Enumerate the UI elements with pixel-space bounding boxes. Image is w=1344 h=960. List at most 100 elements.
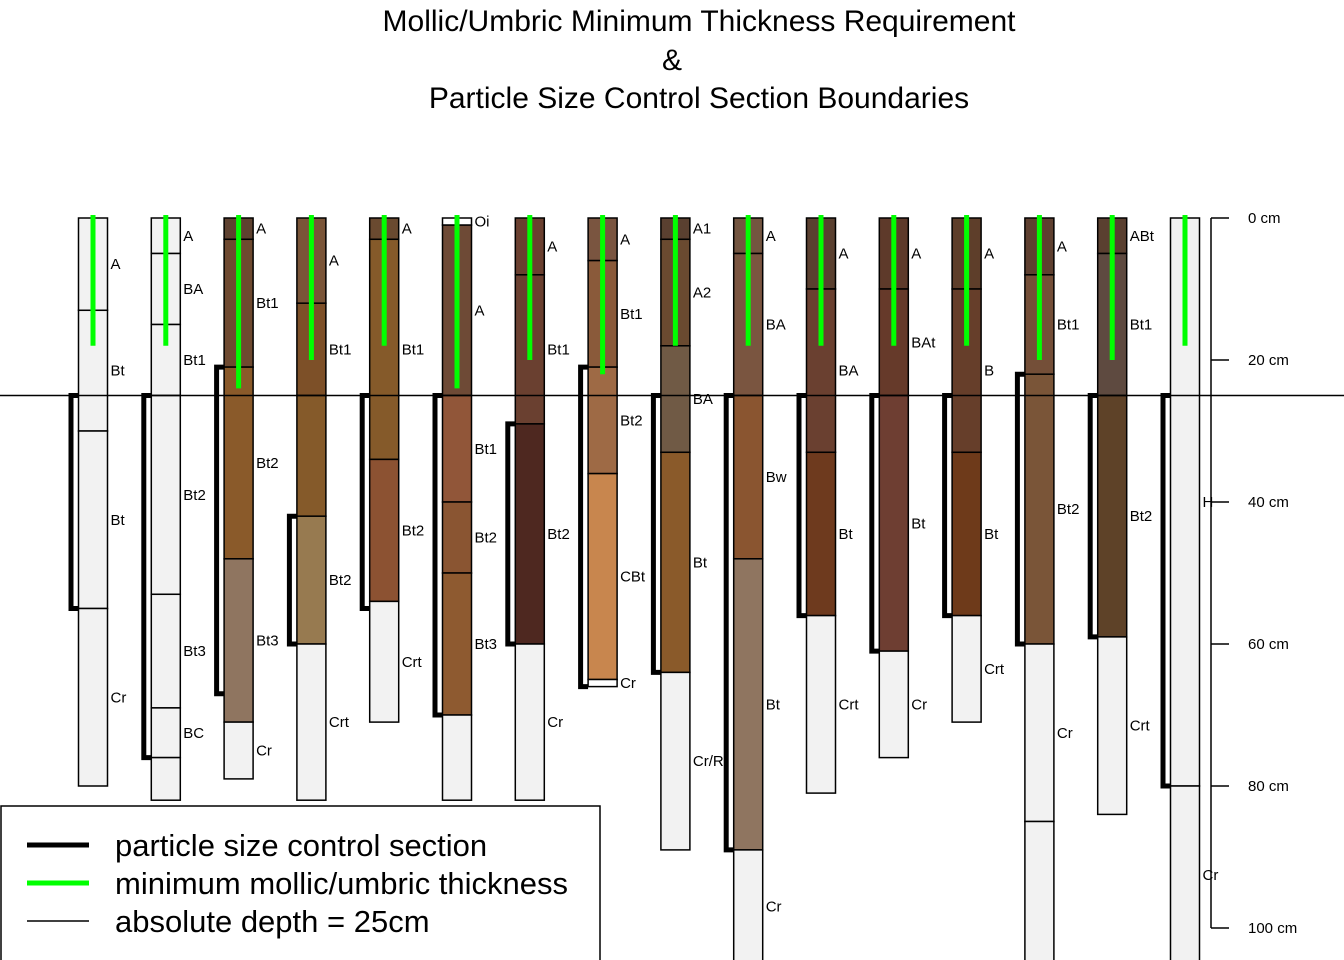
psc-bracket bbox=[1014, 371, 1025, 647]
horizon-label: Bt3 bbox=[183, 643, 206, 660]
horizon-label: Crt bbox=[839, 696, 860, 713]
horizon-label: Cr bbox=[256, 743, 272, 760]
horizon-block bbox=[587, 472, 618, 681]
horizon-label: Cr bbox=[111, 689, 127, 706]
horizon-block bbox=[150, 707, 182, 759]
psc-bracket bbox=[942, 393, 953, 619]
horizon-label: BAt bbox=[911, 334, 936, 351]
soil-profile: A BAt Bt Cr bbox=[869, 215, 936, 759]
soil-profile: A BA Bw Bt Cr bbox=[723, 215, 787, 960]
horizon-label: A1 bbox=[693, 221, 711, 238]
psc-bracket bbox=[359, 393, 370, 611]
soil-profile: A Bt1 Bt2 Crt bbox=[286, 215, 352, 801]
soil-profile: ABt Bt1 Bt2 Crt bbox=[1087, 215, 1155, 816]
horizon-label: BC bbox=[183, 725, 204, 742]
horizon-label: A bbox=[911, 246, 921, 263]
horizon-label: A bbox=[256, 221, 266, 238]
horizon-label: Bt bbox=[111, 363, 126, 380]
horizon-label: Bt2 bbox=[1130, 508, 1153, 525]
horizon-label: A bbox=[620, 231, 630, 248]
horizon-label: Crt bbox=[1130, 718, 1151, 735]
horizon-label: Bt bbox=[693, 554, 708, 571]
horizon-block bbox=[660, 671, 691, 851]
horizon-label: Bt bbox=[984, 526, 999, 543]
horizon-label: CBt bbox=[620, 569, 646, 586]
horizon-label: Cr/R bbox=[693, 753, 724, 770]
horizon-label: ABt bbox=[1130, 228, 1155, 245]
horizon-block bbox=[296, 643, 327, 801]
horizon-label: Bt bbox=[766, 696, 781, 713]
chart-title-line-1: Mollic/Umbric Minimum Thickness Requirem… bbox=[383, 5, 1017, 38]
horizon-label: BA bbox=[183, 281, 203, 298]
horizon-block bbox=[1096, 636, 1128, 816]
horizon-block bbox=[77, 607, 109, 787]
depth-tick-label: 100 cm bbox=[1248, 920, 1297, 937]
horizon-block bbox=[150, 593, 182, 709]
horizon-label: A2 bbox=[693, 285, 711, 302]
legend-box bbox=[0, 805, 601, 960]
horizon-label: A bbox=[183, 228, 193, 245]
horizon-label: A bbox=[1057, 238, 1067, 255]
horizon-block bbox=[732, 849, 764, 960]
horizon-label: Bt1 bbox=[475, 441, 498, 458]
horizon-label: Bt1 bbox=[183, 352, 206, 369]
horizon-block bbox=[732, 394, 764, 560]
depth-tick-label: 20 cm bbox=[1248, 352, 1289, 369]
horizon-block bbox=[296, 394, 327, 517]
chart-title-line-3: Particle Size Control Section Boundaries bbox=[429, 82, 969, 115]
psc-bracket bbox=[578, 364, 589, 690]
soil-profile: A BA Bt Crt bbox=[796, 215, 860, 794]
horizon-label: Bt3 bbox=[475, 636, 498, 653]
soil-profile: A Bt1 Bt2 Cr bbox=[1014, 215, 1080, 960]
horizon-label: Bt bbox=[911, 515, 926, 532]
horizon-label: A bbox=[839, 246, 849, 263]
depth-tick-label: 0 cm bbox=[1248, 210, 1281, 227]
horizon-label: Bt1 bbox=[402, 341, 425, 358]
horizon-block bbox=[1024, 373, 1055, 645]
horizon-block bbox=[368, 458, 400, 603]
soil-profile: A Bt1 Bt2 CBt Cr bbox=[578, 215, 646, 692]
horizon-label: H bbox=[1203, 494, 1214, 511]
legend: particle size control section minimum mo… bbox=[0, 805, 601, 960]
legend-label-psc: particle size control section bbox=[115, 828, 487, 863]
soil-profile: A Bt1 Bt2 Bt3 Cr bbox=[214, 215, 279, 780]
horizon-block bbox=[441, 394, 473, 503]
horizon-label: A bbox=[984, 246, 994, 263]
horizon-block bbox=[150, 756, 182, 801]
horizon-block bbox=[878, 394, 910, 652]
horizon-label: Bt2 bbox=[547, 526, 570, 543]
chart-title-line-2: & bbox=[662, 44, 682, 77]
horizon-block bbox=[660, 345, 691, 454]
depth-tick-label: 40 cm bbox=[1248, 494, 1289, 511]
horizon-label: Bt1 bbox=[329, 341, 352, 358]
horizon-block bbox=[1024, 820, 1055, 960]
horizon-label: A bbox=[329, 253, 339, 270]
psc-bracket bbox=[869, 393, 880, 654]
horizon-block bbox=[951, 451, 982, 617]
horizon-label: Bt2 bbox=[183, 487, 206, 504]
psc-bracket bbox=[1160, 393, 1171, 789]
psc-bracket bbox=[141, 393, 152, 761]
horizon-label: Bt1 bbox=[547, 341, 570, 358]
soil-profile: Oi A Bt1 Bt2 Bt3 bbox=[432, 214, 498, 801]
psc-bracket bbox=[214, 364, 225, 697]
psc-bracket bbox=[650, 393, 661, 675]
horizon-block bbox=[587, 366, 618, 475]
horizon-block bbox=[1169, 785, 1201, 960]
horizon-block bbox=[514, 423, 546, 645]
horizon-label: A bbox=[111, 256, 121, 273]
psc-bracket bbox=[1087, 393, 1098, 640]
horizon-label: Bt bbox=[839, 526, 854, 543]
horizon-label: Bt3 bbox=[256, 632, 279, 649]
horizon-block bbox=[951, 614, 982, 723]
depth-tick-label: 80 cm bbox=[1248, 778, 1289, 795]
horizon-block bbox=[805, 451, 837, 617]
psc-bracket bbox=[286, 513, 297, 647]
horizon-label: Cr bbox=[547, 714, 563, 731]
horizon-label: Crt bbox=[984, 661, 1005, 678]
soil-profile: A Bt1 Bt2 Crt bbox=[359, 215, 425, 723]
horizon-label: Bt2 bbox=[620, 412, 643, 429]
horizon-block bbox=[1096, 394, 1128, 638]
horizon-label: Bt2 bbox=[1057, 501, 1080, 518]
